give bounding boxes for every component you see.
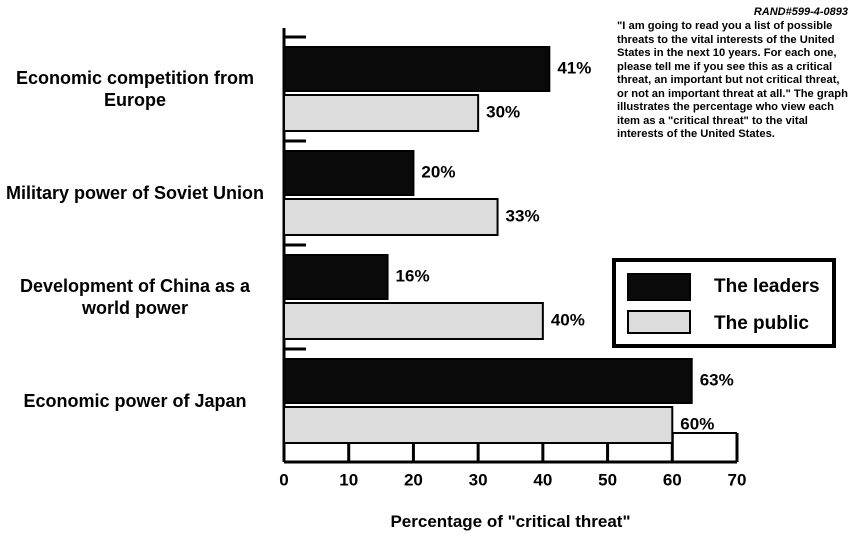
value-label: 16% (396, 266, 430, 285)
value-label: 40% (551, 310, 585, 329)
note: "I am going to read you a list of possib… (617, 20, 848, 140)
legend-swatch (627, 310, 691, 334)
value-label: 63% (700, 370, 734, 389)
bar (283, 198, 499, 236)
x-tick-label: 0 (279, 470, 288, 489)
x-tick-label: 50 (598, 470, 617, 489)
value-label: 41% (557, 58, 591, 77)
bar (283, 254, 389, 300)
bar (283, 302, 544, 340)
value-label: 20% (421, 162, 455, 181)
value-label: 30% (486, 102, 520, 121)
source: RAND#599-4-0893 (753, 6, 848, 18)
x-tick-label: 40 (533, 470, 552, 489)
category-label: Development of China as a world power (19, 276, 251, 318)
legend-label: The leaders (714, 276, 820, 297)
x-axis-label: Percentage of "critical threat" (390, 512, 631, 531)
category-label: Economic power of Japan (23, 391, 247, 411)
legend-label: The public (714, 313, 809, 334)
x-tick-label: 70 (728, 470, 747, 489)
bar (283, 46, 551, 92)
x-tick-label: 30 (469, 470, 488, 489)
bar (283, 94, 480, 132)
x-tick-label: 60 (663, 470, 682, 489)
bar (283, 358, 693, 404)
x-tick-label: 10 (339, 470, 358, 489)
x-tick-label: 20 (404, 470, 423, 489)
value-label: 33% (506, 206, 540, 225)
bar (283, 406, 674, 444)
legend-swatch (627, 273, 691, 301)
value-label: 60% (680, 414, 714, 433)
bar (283, 150, 415, 196)
category-label: Military power of Soviet Union (5, 183, 265, 203)
category-label: Economic competition from Europe (15, 68, 255, 110)
